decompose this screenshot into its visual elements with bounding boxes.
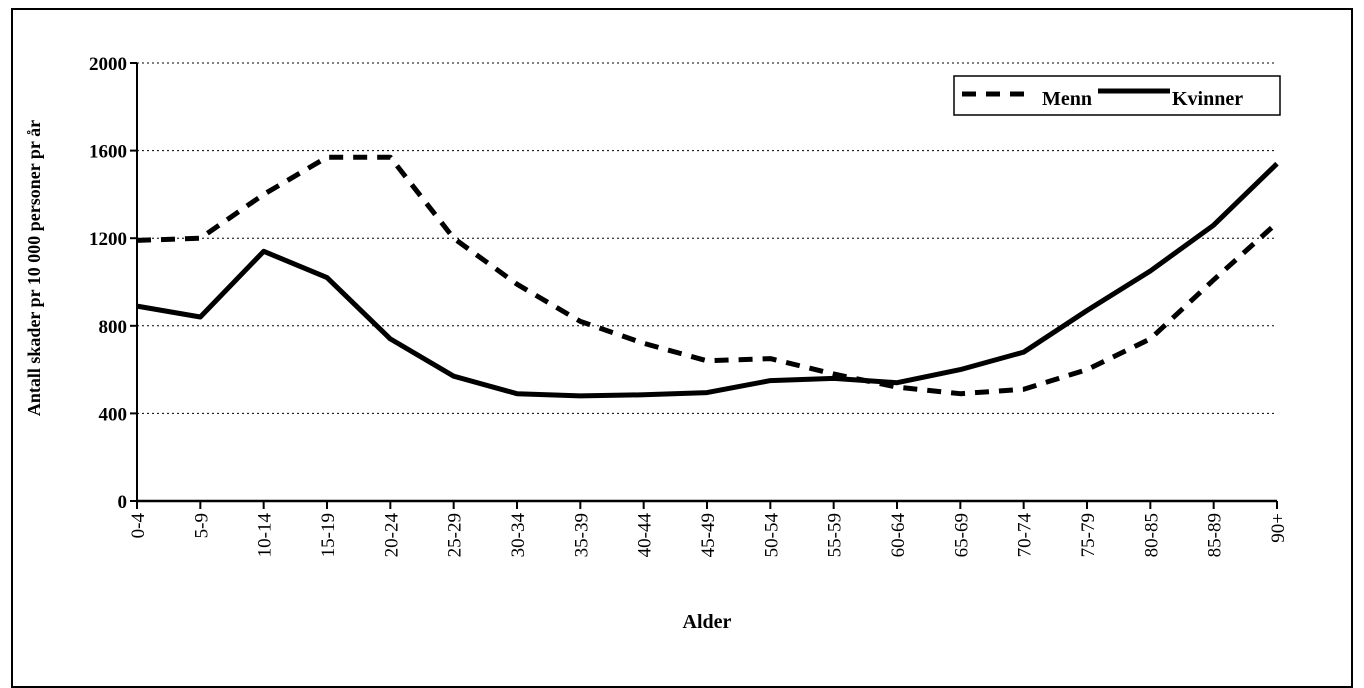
series-lines xyxy=(137,157,1277,396)
x-tick-label: 60-64 xyxy=(888,513,909,558)
x-tick-label: 10-14 xyxy=(255,513,276,558)
x-tick-label: 15-19 xyxy=(318,513,339,557)
x-tick-label: 25-29 xyxy=(445,513,466,557)
x-tick-label: 65-69 xyxy=(951,513,972,557)
y-tick-label: 1600 xyxy=(89,142,127,163)
x-tick-label: 20-24 xyxy=(381,513,402,558)
y-tick-label: 2000 xyxy=(89,54,127,75)
x-tick-label: 70-74 xyxy=(1015,513,1036,558)
x-axis-title: Alder xyxy=(683,611,732,633)
x-tick-label: 75-79 xyxy=(1078,513,1099,557)
y-tick-label: 800 xyxy=(99,317,128,338)
legend: Menn Kvinner xyxy=(954,76,1280,115)
y-axis-title: Antall skader pr 10 000 personer pr år xyxy=(24,120,44,416)
x-tick-label: 30-34 xyxy=(508,513,529,558)
x-tick-label: 40-44 xyxy=(635,513,656,558)
legend-label-menn: Menn xyxy=(1042,88,1092,110)
x-tick-label: 55-59 xyxy=(825,513,846,557)
y-tick-label: 400 xyxy=(99,404,128,425)
x-axis-ticks: 0-4 5-9 10-14 15-19 20-24 25-29 30-34 35-39 40-4… xyxy=(128,501,1289,557)
legend-label-kvinner: Kvinner xyxy=(1172,88,1243,110)
y-tick-label: 0 xyxy=(118,492,128,513)
x-tick-label: 35-39 xyxy=(571,513,592,557)
series-line-menn xyxy=(137,157,1277,394)
x-tick-label: 85-89 xyxy=(1205,513,1226,557)
y-axis-ticks: 0 400 800 1200 1600 2000 xyxy=(89,54,137,513)
line-chart: 0 400 800 1200 1600 2000 0-4 5-9 10-14 15-19 20-2… xyxy=(0,0,1364,673)
series-line-kvinner xyxy=(137,164,1277,396)
x-tick-label: 0-4 xyxy=(128,513,149,539)
x-tick-label: 45-49 xyxy=(698,513,719,557)
x-tick-label: 50-54 xyxy=(761,513,782,558)
y-tick-label: 1200 xyxy=(89,229,127,250)
x-tick-label: 90+ xyxy=(1268,513,1289,543)
x-tick-label: 80-85 xyxy=(1141,513,1162,557)
x-tick-label: 5-9 xyxy=(191,513,212,538)
